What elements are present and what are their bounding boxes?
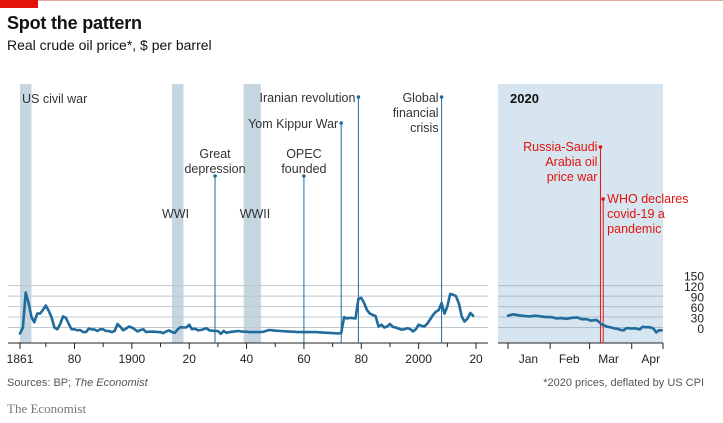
label-wwi: WWI xyxy=(162,207,189,221)
oil-price-line-2020 xyxy=(506,313,663,334)
y-tick-label: 90 xyxy=(691,291,705,305)
opec-founded-dot xyxy=(302,174,306,178)
x-tick-label: 60 xyxy=(297,352,311,366)
iranian-revolution-dot xyxy=(356,95,361,99)
annotation-yom-kippur-war: Yom Kippur War xyxy=(248,117,338,131)
annotation-global-financial-crisis: Global xyxy=(402,91,438,105)
price-war-dot xyxy=(598,145,603,149)
annotation-global-financial-crisis: crisis xyxy=(410,121,438,135)
x-tick-label: 80 xyxy=(68,352,82,366)
brand-wordmark: The Economist xyxy=(7,401,87,416)
x-tick-label: 1861 xyxy=(7,352,34,366)
x-tick-label: 20 xyxy=(469,352,483,366)
x-tick-label: 20 xyxy=(183,352,197,366)
y-tick-label: 120 xyxy=(684,280,704,294)
month-label: Feb xyxy=(559,352,580,366)
annotation-global-financial-crisis: financial xyxy=(393,106,439,120)
who-pandemic-dot xyxy=(601,197,605,201)
annotation-who-covid-pandemic: pandemic xyxy=(607,222,661,236)
label-us-civil-war: US civil war xyxy=(22,92,87,106)
annotation-who-covid-pandemic: WHO declares xyxy=(607,192,688,206)
panel-2020-title: 2020 xyxy=(510,91,539,106)
brand-red-bar xyxy=(0,0,38,8)
y-tick-label: 30 xyxy=(691,312,705,326)
x-tick-label: 80 xyxy=(355,352,369,366)
label-wwii: WWII xyxy=(240,207,271,221)
annotation-great-depression: Great xyxy=(199,147,231,161)
oil-price-line-historical xyxy=(18,291,475,336)
footnote: *2020 prices, deflated by US CPI xyxy=(543,377,704,389)
annotation-russia-saudi-price-war: Russia-Saudi xyxy=(523,140,597,154)
chart-subtitle: Real crude oil price*, $ per barrel xyxy=(7,37,212,53)
source-italic: The Economist xyxy=(74,377,148,389)
global-financial-crisis-dot xyxy=(439,95,444,99)
panel-2020-background xyxy=(498,84,663,343)
shaded-period-1 xyxy=(20,84,32,343)
month-label: Mar xyxy=(598,352,619,366)
annotation-russia-saudi-price-war: price war xyxy=(547,170,598,184)
x-tick-label: 1900 xyxy=(118,352,145,366)
annotation-iranian-revolution: Iranian revolution xyxy=(260,91,356,105)
historical-panel: 1861 80 1900 20 40 60 80 2000 20 US civil war WWI W… xyxy=(7,84,488,366)
y-tick-label: 0 xyxy=(697,322,704,336)
annotation-who-covid-pandemic: covid-19 a xyxy=(607,207,665,221)
x-tick-label: 2000 xyxy=(405,352,432,366)
shaded-period-3 xyxy=(243,84,261,343)
top-rule xyxy=(38,0,723,1)
y-tick-label: 60 xyxy=(691,301,705,315)
great-depression-dot xyxy=(213,174,217,178)
x-tick-label: 40 xyxy=(240,352,254,366)
annotation-opec-founded: founded xyxy=(281,162,326,176)
month-label: Jan xyxy=(519,352,538,366)
annotation-great-depression: depression xyxy=(184,162,245,176)
chart-title: Spot the pattern xyxy=(7,13,142,33)
shaded-period-2 xyxy=(172,84,184,343)
month-label: Apr xyxy=(641,352,660,366)
annotation-russia-saudi-price-war: Arabia oil xyxy=(545,155,597,169)
y-tick-label: 150 xyxy=(684,270,704,284)
source-note: Sources: BP; The Economist xyxy=(7,377,148,389)
annotation-opec-founded: OPEC xyxy=(286,147,321,161)
yom-kippur-dot xyxy=(339,121,344,125)
